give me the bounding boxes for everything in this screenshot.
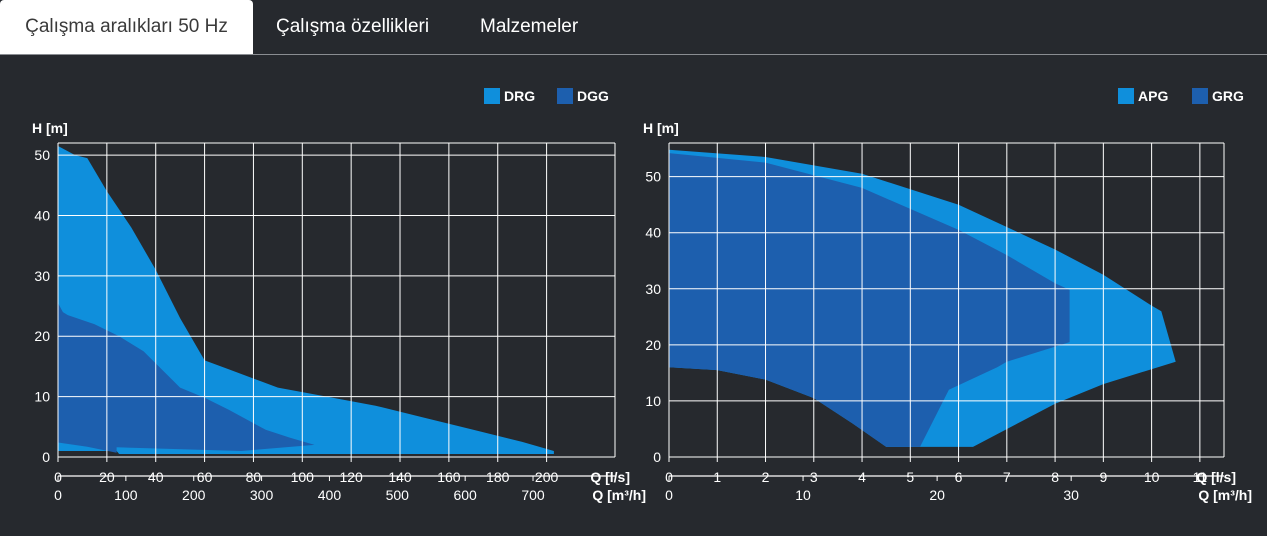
x2-tick-label: 100 — [114, 487, 138, 503]
x2-tick-label: 600 — [453, 487, 477, 503]
x2-tick-label: 200 — [182, 487, 206, 503]
legend-label-grg: GRG — [1212, 88, 1244, 104]
tab-operating-ranges[interactable]: Çalışma aralıkları 50 Hz — [0, 0, 253, 54]
legend-swatch-apg — [1118, 88, 1134, 104]
legend-swatch-dgg — [557, 88, 573, 104]
x-tick-label: 140 — [388, 469, 412, 485]
series-drg-area — [58, 146, 554, 454]
x-tick-label: 120 — [339, 469, 363, 485]
y-tick-label: 10 — [645, 393, 661, 409]
y-tick-label: 40 — [34, 207, 50, 223]
y-tick-label: 30 — [645, 281, 661, 297]
x-tick-label: 7 — [1003, 469, 1011, 485]
x2-axis-label: Q [m³/h] — [592, 487, 646, 503]
x2-axis-label: Q [m³/h] — [1198, 487, 1252, 503]
y-axis-label: H [m] — [32, 120, 68, 136]
x2-tick-label: 500 — [386, 487, 410, 503]
x-tick-label: 20 — [99, 469, 115, 485]
legend-swatch-drg — [484, 88, 500, 104]
legend-swatch-grg — [1192, 88, 1208, 104]
x-tick-label: 60 — [197, 469, 213, 485]
tab-operating-characteristics[interactable]: Çalışma özellikleri — [276, 16, 430, 37]
tab-materials[interactable]: Malzemeler — [480, 16, 579, 37]
x-tick-label: 160 — [437, 469, 461, 485]
x-tick-label: 9 — [1099, 469, 1107, 485]
y-tick-label: 40 — [645, 225, 661, 241]
performance-charts: 0102030405002040608010012014016018020001… — [32, 88, 1252, 503]
y-axis-label: H [m] — [643, 120, 679, 136]
x-axis-label: Q [l/s] — [590, 469, 630, 485]
x-tick-label: 80 — [246, 469, 262, 485]
x-tick-label: 2 — [762, 469, 770, 485]
x-tick-label: 200 — [535, 469, 559, 485]
x-tick-label: 10 — [1144, 469, 1160, 485]
y-tick-label: 30 — [34, 268, 50, 284]
x2-tick-label: 0 — [665, 487, 673, 503]
x2-tick-label: 30 — [1063, 487, 1079, 503]
x-tick-label: 11 — [1193, 469, 1208, 485]
x-tick-label: 6 — [955, 469, 963, 485]
y-tick-label: 20 — [645, 337, 661, 353]
series-dgg-area — [58, 303, 315, 453]
x-tick-label: 100 — [291, 469, 315, 485]
y-tick-label: 50 — [645, 169, 661, 185]
x-tick-label: 1 — [713, 469, 721, 485]
legend-label-drg: DRG — [504, 88, 535, 104]
x2-tick-label: 400 — [318, 487, 342, 503]
legend-label-dgg: DGG — [577, 88, 609, 104]
y-tick-label: 50 — [34, 147, 50, 163]
x-tick-label: 40 — [148, 469, 164, 485]
grid-chart-2 — [668, 142, 1225, 458]
y-tick-label: 0 — [653, 449, 661, 465]
legend-label-apg: APG — [1138, 88, 1168, 104]
x2-tick-label: 10 — [795, 487, 811, 503]
x-tick-label: 3 — [810, 469, 818, 485]
x-tick-label: 5 — [906, 469, 914, 485]
grid-chart-1 — [57, 142, 616, 458]
y-tick-label: 0 — [42, 449, 50, 465]
x2-tick-label: 0 — [54, 487, 62, 503]
y-tick-label: 20 — [34, 328, 50, 344]
x-tick-label: 4 — [858, 469, 866, 485]
x2-tick-label: 20 — [929, 487, 945, 503]
tab-bar: Çalışma aralıkları 50 Hz Çalışma özellik… — [0, 0, 1267, 55]
x2-tick-label: 700 — [521, 487, 545, 503]
series-grg-area — [669, 153, 1070, 447]
x-tick-label: 180 — [486, 469, 510, 485]
x-tick-label: 8 — [1051, 469, 1059, 485]
y-tick-label: 10 — [34, 389, 50, 405]
x-axis-label: Q [l/s] — [1196, 469, 1236, 485]
x2-tick-label: 300 — [250, 487, 274, 503]
